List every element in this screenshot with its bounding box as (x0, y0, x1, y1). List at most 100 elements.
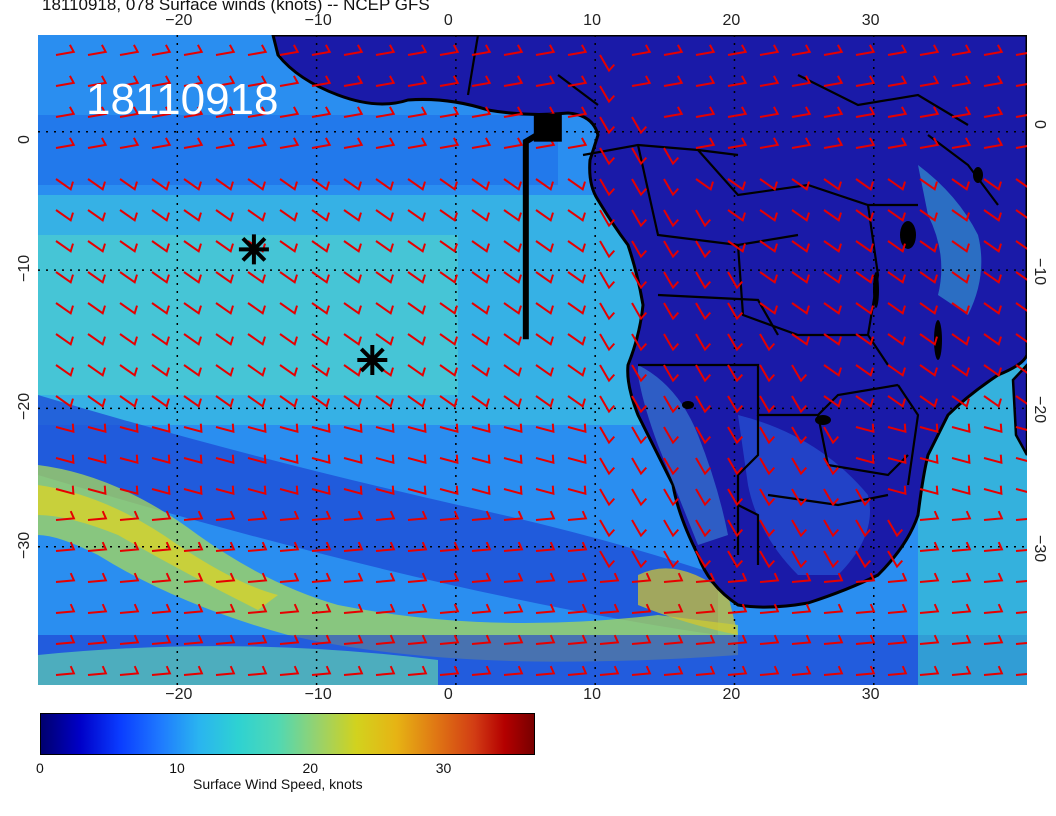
wind-barb (791, 75, 812, 87)
wind-barb (983, 454, 1003, 465)
wind-barb (887, 454, 907, 465)
wind-barb (247, 333, 266, 346)
wind-barb (407, 572, 428, 583)
wind-barb (503, 634, 524, 645)
wind-barb (375, 572, 396, 583)
wind-barb (535, 178, 554, 191)
wind-barb (631, 364, 648, 383)
wind-barb (695, 178, 714, 191)
wind-barb (599, 457, 616, 476)
wind-barb (87, 572, 108, 583)
wind-barb (919, 510, 940, 521)
wind-barb (567, 395, 586, 408)
wind-barb (951, 423, 971, 434)
wind-barb (823, 395, 842, 408)
wind-barb (951, 665, 972, 676)
wind-barb (759, 209, 778, 222)
wind-barb (247, 423, 267, 434)
wind-barb (855, 572, 876, 583)
wind-barb (247, 44, 268, 56)
wind-barb (55, 665, 76, 676)
wind-barb (759, 550, 776, 569)
wind-barb (663, 426, 680, 445)
wind-barb (87, 634, 108, 645)
wind-barb (375, 454, 395, 465)
wind-barb (1015, 580, 1027, 583)
wind-jet-south (38, 485, 278, 610)
wind-barb (407, 271, 426, 284)
wind-barb (695, 44, 716, 56)
wind-barb (375, 209, 394, 222)
lat-tick-label-right: −30 (1031, 534, 1048, 562)
wind-barb (727, 178, 746, 191)
wind-barb (471, 333, 490, 346)
wind-barb (759, 572, 780, 583)
wind-barb (183, 541, 204, 552)
wind-barb (791, 209, 810, 222)
wind-barb (407, 137, 428, 149)
wind-barb (599, 603, 620, 614)
wind-barb (151, 302, 170, 315)
lon-tick-label: 30 (861, 686, 880, 703)
wind-barb (151, 395, 170, 408)
wind-barb (983, 106, 1004, 118)
wind-barb (599, 426, 616, 445)
wind-barb (919, 137, 940, 149)
wind-barb (983, 333, 1002, 346)
wind-barb (311, 271, 330, 284)
wind-barb (759, 426, 776, 445)
wind-barb (823, 271, 842, 284)
wind-barb (1015, 209, 1027, 219)
wind-barb (471, 454, 491, 465)
wind-barb (983, 364, 1002, 377)
wind-barb (279, 541, 300, 552)
wind-barb (183, 634, 204, 645)
wind-barb (663, 364, 680, 383)
wind-barb (727, 137, 748, 149)
wind-barb (535, 541, 556, 552)
wind-barb (599, 240, 616, 259)
wind-barb (887, 519, 904, 538)
wind-barb (599, 54, 616, 73)
wind-barb (247, 302, 266, 315)
wind-barb (663, 333, 680, 352)
wind-barb (823, 106, 844, 118)
wind-barb (535, 271, 554, 284)
wind-barb (791, 178, 810, 191)
wind-barb (1015, 333, 1027, 343)
wind-barb (567, 240, 586, 253)
wind-barb (855, 44, 876, 56)
wind-barb (55, 395, 74, 408)
wind-barb (855, 271, 874, 284)
wind-barb (87, 302, 106, 315)
wind-barb (407, 106, 428, 118)
wind-barb (759, 137, 780, 149)
wind-barb (663, 240, 680, 259)
wind-barb (1015, 83, 1027, 87)
wind-barb (855, 333, 874, 346)
wind-barb (791, 634, 812, 645)
wind-barb (471, 364, 490, 377)
wind-barb (215, 454, 235, 465)
wind-barb (279, 240, 298, 253)
wind-barb (791, 395, 808, 414)
wind-barb (215, 271, 234, 284)
wind-barb (503, 178, 522, 191)
wind-barb (503, 364, 522, 377)
wind-barb (663, 572, 684, 583)
wind-barb (183, 302, 202, 315)
wind-barb (247, 271, 266, 284)
wind-barb (887, 665, 908, 676)
wind-barb (55, 423, 75, 434)
wind-barb (343, 603, 364, 614)
wind-barb (119, 44, 140, 56)
wind-barb (151, 454, 171, 465)
wind-barb (599, 116, 616, 135)
lon-tick-label: 20 (722, 686, 741, 703)
wind-barb (311, 209, 330, 222)
wind-barb (919, 209, 938, 222)
wind-barb (727, 75, 748, 87)
wind-barb (55, 302, 74, 315)
wind-barb (407, 209, 426, 222)
markers (238, 113, 562, 375)
